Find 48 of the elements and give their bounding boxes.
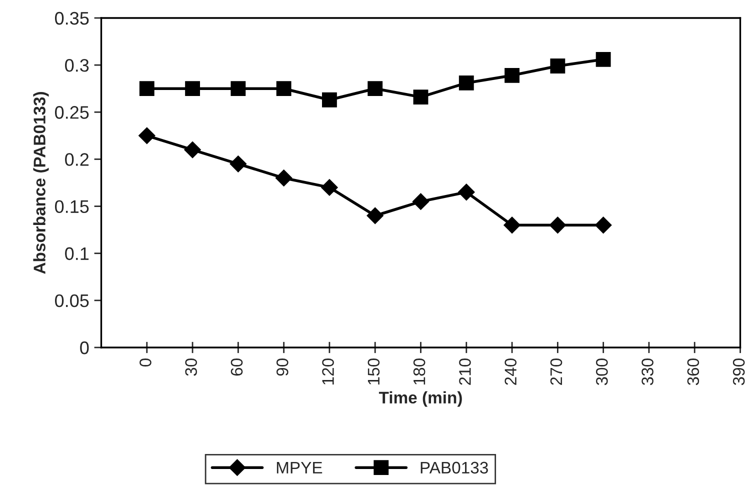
x-tick-label: 120 [322, 358, 334, 384]
x-tick-label: 240 [504, 358, 517, 385]
point [504, 68, 520, 83]
y-tick-label: 0.05 [55, 294, 89, 308]
point [596, 52, 611, 67]
x-tick-label: 0 [140, 358, 152, 367]
point [413, 90, 428, 105]
point [275, 170, 292, 186]
x-tick-label: 30 [185, 358, 198, 376]
point [458, 75, 474, 90]
point [322, 92, 337, 108]
point [458, 184, 475, 201]
point [366, 207, 384, 224]
x-tick-label: 330 [642, 358, 654, 386]
x-tick-label: 360 [687, 358, 700, 386]
y-tick-label: 0.35 [55, 12, 89, 25]
y-tick-label: 0 [80, 341, 89, 354]
x-tick-label: 300 [596, 358, 608, 386]
x-axis-title: Time (min) [378, 391, 462, 407]
point [549, 216, 566, 234]
point [230, 156, 247, 172]
x-tick-label: 390 [732, 358, 745, 386]
x-tick-label: 60 [230, 358, 243, 376]
y-tick-label: 0.1 [65, 247, 89, 260]
point [230, 81, 246, 96]
point [594, 216, 612, 234]
point [138, 127, 156, 144]
point [185, 81, 200, 96]
point [321, 179, 338, 196]
point [550, 58, 566, 74]
y-tick-label: 0.3 [65, 58, 89, 72]
legend-label: MPYE [276, 462, 322, 474]
point [412, 193, 430, 210]
point [139, 81, 154, 96]
point [368, 81, 383, 96]
x-tick-label: 180 [413, 358, 426, 384]
point [184, 141, 201, 158]
y-tick-label: 0.2 [65, 153, 89, 166]
y-tick-label: 0.15 [55, 200, 89, 213]
x-tick-label: 150 [368, 358, 380, 384]
x-tick-label: 90 [276, 358, 288, 376]
y-axis-title: Absorbance (PAB0133) [33, 92, 49, 274]
legend-label: PAB0133 [420, 462, 488, 474]
y-tick-label: 0.25 [55, 106, 89, 119]
point [504, 216, 520, 234]
x-tick-label: 210 [459, 358, 471, 385]
x-tick-label: 270 [550, 358, 562, 385]
point [276, 81, 292, 96]
